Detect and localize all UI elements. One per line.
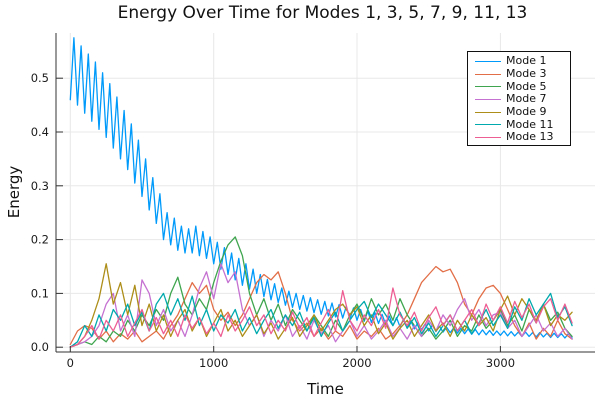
legend-line-swatch (475, 136, 501, 138)
legend-label: Mode 3 (506, 67, 547, 81)
x-axis-label: Time (307, 380, 344, 398)
legend-label: Mode 13 (506, 130, 554, 144)
legend-line-swatch (475, 111, 501, 113)
legend-box: Mode 1 Mode 3 Mode 5 Mode 7 Mode 9 Mode 11 Mod… (467, 51, 571, 146)
legend-item: Mode 3 (475, 68, 570, 81)
legend-label: Mode 1 (506, 54, 547, 68)
series-line-mode-3 (69, 265, 573, 346)
legend-line-swatch (475, 86, 501, 88)
y-tick-label: 0.5 (31, 71, 49, 85)
legend-item: Mode 5 (475, 80, 570, 93)
series-line-mode-13 (69, 287, 573, 348)
legend-item: Mode 13 (475, 131, 570, 144)
legend-label: Mode 5 (506, 79, 547, 93)
y-tick-label: 0.0 (31, 340, 49, 354)
y-tick-label: 0.1 (31, 286, 49, 300)
legend-item: Mode 1 (475, 55, 570, 68)
legend-label: Mode 7 (506, 92, 547, 106)
series-line-mode-11 (69, 292, 573, 348)
legend-label: Mode 9 (506, 105, 547, 119)
y-tick-label: 0.4 (31, 125, 49, 139)
legend-line-swatch (475, 98, 501, 100)
legend-line-swatch (475, 124, 501, 126)
legend-item: Mode 7 (475, 93, 570, 106)
x-tick-label: 0 (67, 356, 74, 370)
x-tick-label: 3000 (486, 356, 515, 370)
legend-item: Mode 11 (475, 118, 570, 131)
chart-title: Energy Over Time for Modes 1, 3, 5, 7, 9… (117, 3, 528, 23)
series-line-mode-1 (69, 37, 573, 339)
legend-item: Mode 9 (475, 106, 570, 119)
x-tick-label: 1000 (199, 356, 228, 370)
x-tick-label: 2000 (342, 356, 371, 370)
y-tick-label: 0.3 (31, 179, 49, 193)
legend-line-swatch (475, 73, 501, 75)
legend-line-swatch (475, 60, 501, 62)
y-tick-label: 0.2 (31, 233, 49, 247)
legend-label: Mode 11 (506, 117, 554, 131)
